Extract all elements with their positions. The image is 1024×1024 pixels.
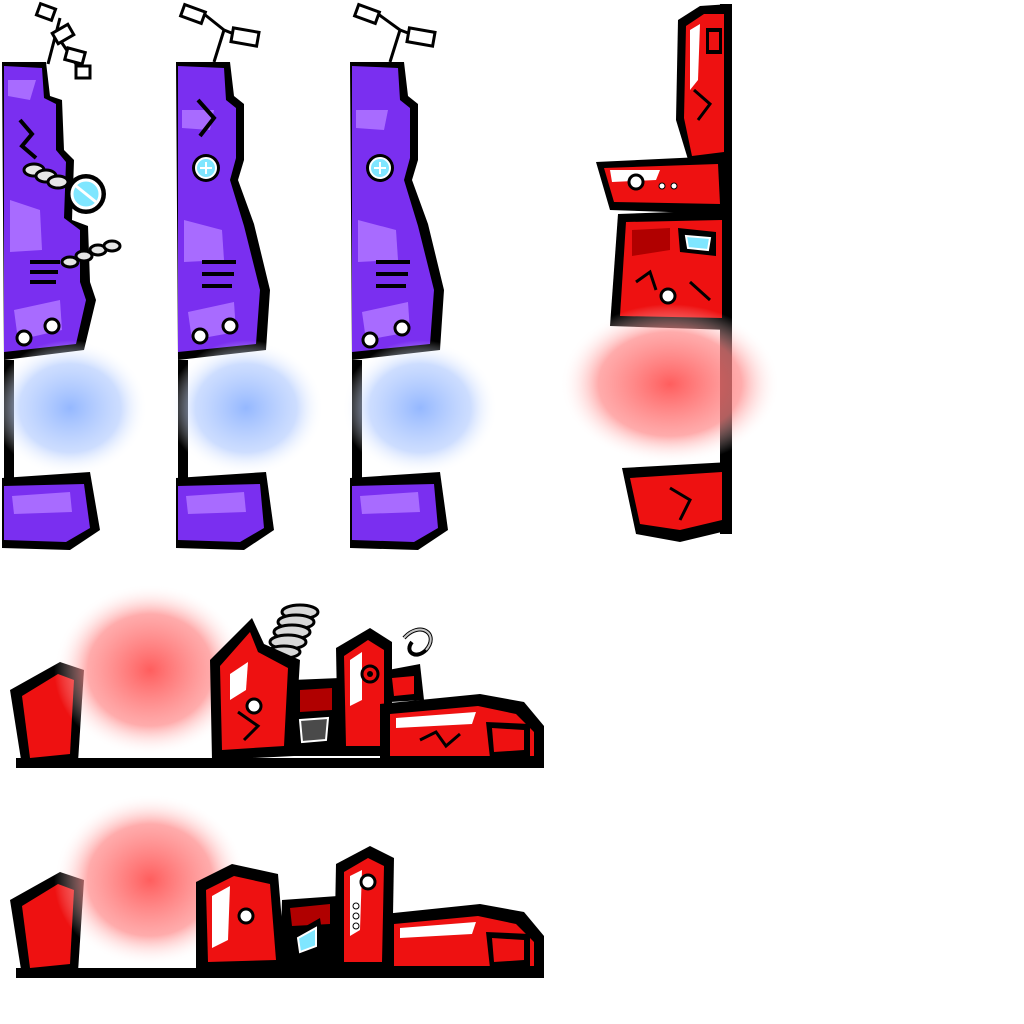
lens-icon: [298, 716, 330, 744]
bolt-icon: [191, 317, 239, 345]
lens-icon: [366, 154, 394, 182]
red-tower-intact-horizontal: [0, 794, 560, 990]
antenna-icon: [352, 2, 437, 63]
red-tower-vertical: [540, 0, 780, 560]
spring-icon: [22, 162, 122, 269]
bolt-icon: [245, 697, 263, 715]
bolt-icon: [659, 287, 677, 305]
bolt-icon: [352, 873, 377, 930]
bolt-icon: [360, 664, 380, 684]
bolt-icon: [361, 319, 411, 349]
bolt-icon: [627, 173, 678, 191]
lens-icon: [292, 918, 324, 958]
red-tower-damaged-horizontal: [0, 584, 560, 780]
antenna-icon: [34, 1, 92, 80]
purple-tower-worn: [168, 0, 344, 560]
lens-icon: [678, 228, 716, 256]
bolt-icon: [15, 317, 61, 347]
antenna-icon: [178, 2, 261, 63]
lens-icon: [66, 174, 106, 214]
lens-icon: [192, 154, 220, 182]
bolt-icon: [237, 907, 255, 925]
purple-tower-damaged: [0, 0, 170, 560]
purple-tower-intact: [342, 0, 518, 560]
